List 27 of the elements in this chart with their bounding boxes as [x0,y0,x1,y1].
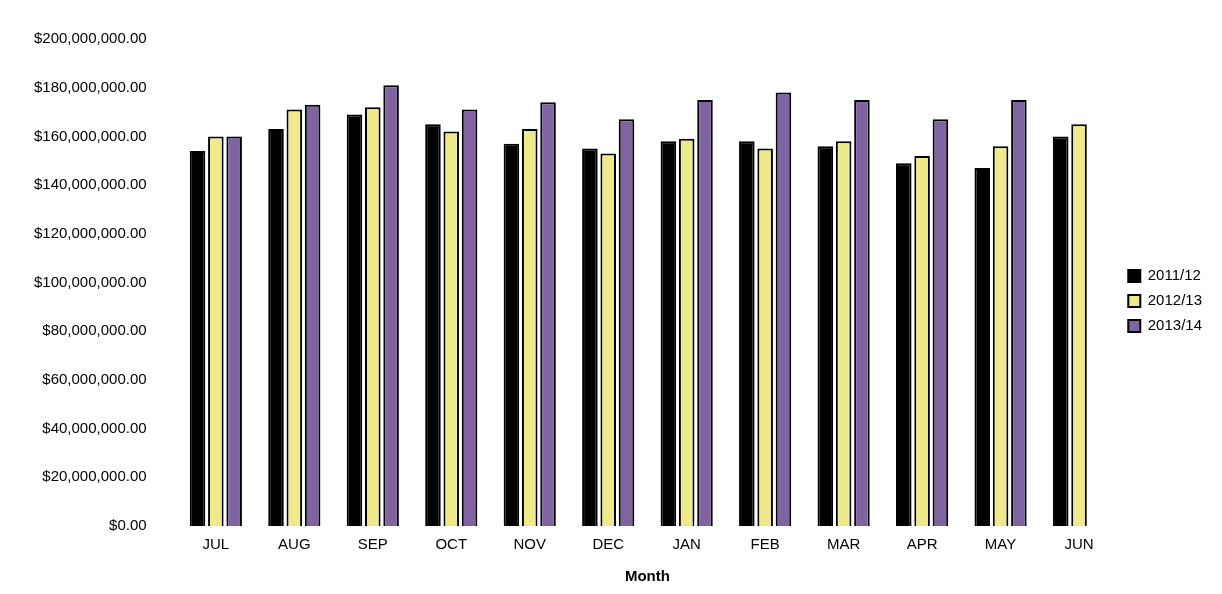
y-tick-label: $40,000,000.00 [42,418,147,436]
x-tick-label: JAN [672,535,701,553]
y-tick-label: $180,000,000.00 [33,77,147,95]
x-tick-label: JUN [1064,535,1094,553]
legend-label: 2012/13 [1147,291,1203,309]
x-tick-label: AUG [278,535,311,553]
x-tick-label: APR [906,535,938,553]
x-tick-label: OCT [435,535,468,553]
y-tick-label: $20,000,000.00 [42,467,147,485]
x-tick-label: JUL [202,535,230,553]
y-tick-label: $60,000,000.00 [42,370,147,388]
y-tick-label: $200,000,000.00 [33,29,147,47]
y-tick-label: $140,000,000.00 [33,175,147,193]
x-tick-label: NOV [513,535,546,553]
x-tick-label: MAY [984,535,1017,553]
y-tick-label: $0.00 [109,516,147,534]
x-tick-label: DEC [592,535,625,553]
x-tick-label: SEP [357,535,388,553]
legend-label: 2013/14 [1147,316,1203,334]
x-tick-label: MAR [826,535,861,553]
x-axis-title: Month [624,567,670,585]
x-tick-label: FEB [750,535,780,553]
y-tick-label: $80,000,000.00 [42,321,147,339]
y-tick-label: $120,000,000.00 [33,223,147,241]
y-tick-label: $100,000,000.00 [33,272,147,290]
y-tick-label: $160,000,000.00 [33,126,147,144]
legend-label: 2011/12 [1147,266,1201,284]
